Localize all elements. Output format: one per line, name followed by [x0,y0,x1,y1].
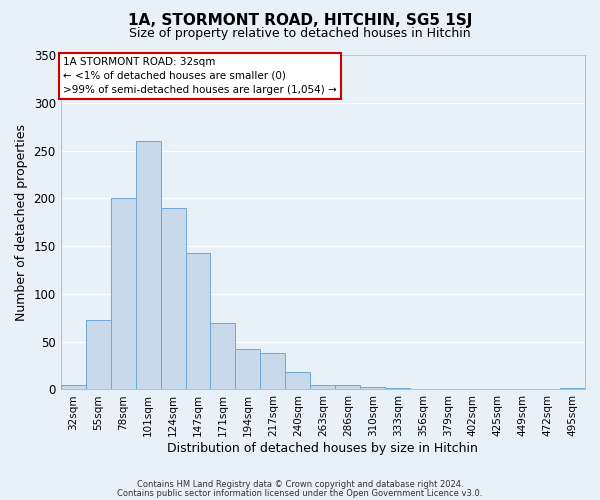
Bar [161,208,185,390]
Bar [86,320,110,390]
Bar [360,386,385,390]
Bar [286,372,310,390]
Text: 1A STORMONT ROAD: 32sqm
← <1% of detached houses are smaller (0)
>99% of semi-de: 1A STORMONT ROAD: 32sqm ← <1% of detache… [63,56,337,94]
Bar [410,388,435,390]
X-axis label: Distribution of detached houses by size in Hitchin: Distribution of detached houses by size … [167,442,478,455]
Bar [110,198,136,390]
Bar [136,141,161,390]
Bar [260,353,286,390]
Bar [61,384,86,390]
Text: Size of property relative to detached houses in Hitchin: Size of property relative to detached ho… [129,28,471,40]
Bar [235,350,260,390]
Y-axis label: Number of detached properties: Number of detached properties [15,124,28,320]
Bar [185,253,211,390]
Bar [335,384,360,390]
Bar [385,388,410,390]
Text: 1A, STORMONT ROAD, HITCHIN, SG5 1SJ: 1A, STORMONT ROAD, HITCHIN, SG5 1SJ [128,12,472,28]
Bar [560,388,585,390]
Bar [435,388,460,390]
Text: Contains HM Land Registry data © Crown copyright and database right 2024.: Contains HM Land Registry data © Crown c… [137,480,463,489]
Text: Contains public sector information licensed under the Open Government Licence v3: Contains public sector information licen… [118,488,482,498]
Bar [310,384,335,390]
Bar [211,322,235,390]
